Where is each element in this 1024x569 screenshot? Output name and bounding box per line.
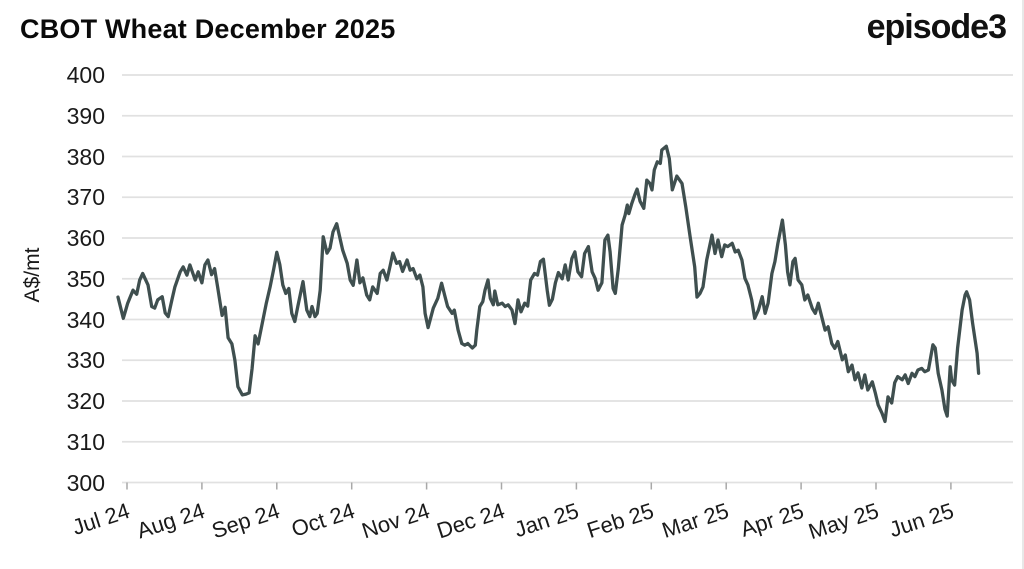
brand-logo: episode3	[866, 8, 1007, 46]
y-tick-label: 390	[66, 102, 105, 129]
y-tick-label: 340	[66, 306, 105, 333]
y-tick-label: 300	[66, 469, 105, 496]
y-tick-label: 400	[66, 62, 105, 88]
y-tick-label: 380	[66, 143, 105, 170]
y-tick-label: 370	[66, 184, 105, 211]
y-tick-label: 330	[66, 347, 105, 374]
y-tick-label: 320	[66, 388, 105, 414]
chart-title: CBOT Wheat December 2025	[20, 14, 396, 44]
y-tick-label: 310	[66, 428, 105, 455]
y-tick-label: 350	[66, 265, 105, 292]
price-line	[116, 144, 981, 424]
y-tick-label: 360	[66, 225, 105, 251]
